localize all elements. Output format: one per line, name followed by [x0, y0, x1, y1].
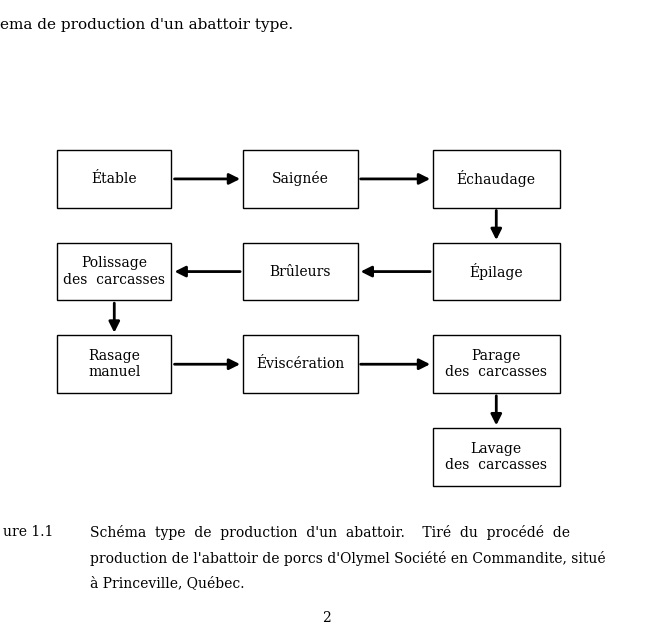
Bar: [433, 150, 560, 208]
Text: Brûleurs: Brûleurs: [270, 265, 331, 279]
Text: Lavage
des  carcasses: Lavage des carcasses: [445, 442, 547, 472]
Text: Étable: Étable: [91, 172, 137, 186]
Bar: [433, 335, 560, 393]
Text: Épilage: Épilage: [470, 263, 523, 280]
Bar: [433, 428, 560, 486]
Text: ure 1.1: ure 1.1: [3, 525, 54, 539]
Text: Rasage
manuel: Rasage manuel: [88, 349, 140, 380]
Text: Éviscération: Éviscération: [256, 357, 345, 371]
Bar: [57, 150, 171, 208]
Bar: [57, 243, 171, 300]
Text: Échaudage: Échaudage: [457, 171, 535, 187]
Text: Polissage
des  carcasses: Polissage des carcasses: [63, 256, 165, 287]
Text: à Princeville, Québec.: à Princeville, Québec.: [90, 576, 245, 590]
Bar: [244, 150, 358, 208]
Text: Saignée: Saignée: [272, 171, 329, 187]
Text: Parage
des  carcasses: Parage des carcasses: [445, 349, 547, 380]
Text: Schéma  type  de  production  d'un  abattoir.    Tiré  du  procédé  de: Schéma type de production d'un abattoir.…: [90, 525, 570, 540]
Bar: [244, 243, 358, 300]
Text: 2: 2: [322, 611, 331, 625]
Text: ema de production d'un abattoir type.: ema de production d'un abattoir type.: [0, 18, 293, 32]
Bar: [244, 335, 358, 393]
Text: production de l'abattoir de porcs d'Olymel Société en Commandite, situé: production de l'abattoir de porcs d'Olym…: [90, 551, 606, 566]
Bar: [433, 243, 560, 300]
Bar: [57, 335, 171, 393]
